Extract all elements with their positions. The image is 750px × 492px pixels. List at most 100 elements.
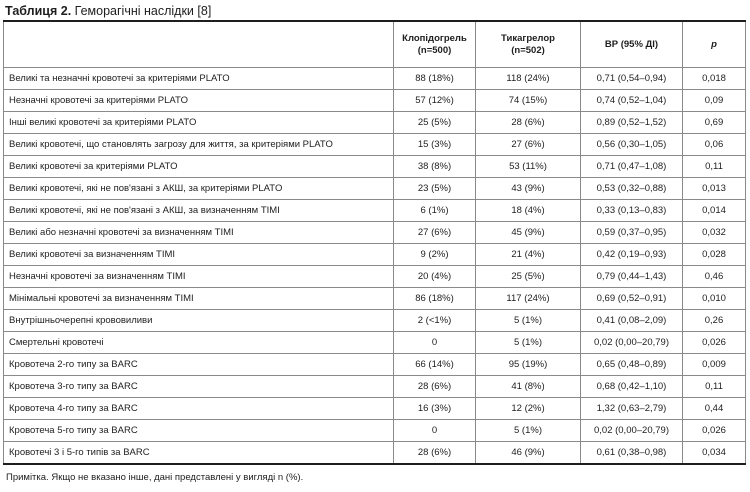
table-row: Кровотеча 4-го типу за BARC 16 (3%) 12 (2%… — [3, 397, 746, 420]
table-row: Великі або незначні кровотечі за визначе… — [3, 221, 746, 244]
cell-hazard-ratio: 0,56 (0,30–1,05) — [580, 133, 683, 156]
cell-clopidogrel: 15 (3%) — [393, 133, 476, 156]
table-row: Мінімальні кровотечі за визначенням TIMI… — [3, 287, 746, 310]
row-label: Кровотеча 3-го типу за BARC — [3, 375, 394, 398]
cell-clopidogrel: 16 (3%) — [393, 397, 476, 420]
cell-ticagrelor: 118 (24%) — [475, 67, 581, 90]
header-clopidogrel: Клопідогрель (n=500) — [393, 20, 476, 68]
table-row: Інші великі кровотечі за критеріями PLAT… — [3, 111, 746, 134]
header-p-value: p — [682, 20, 746, 68]
table-row: Кровотеча 5-го типу за BARC 0 5 (1%) 0,02 (… — [3, 419, 746, 442]
table-footnote: Примітка. Якщо не вказано інше, дані пре… — [6, 472, 304, 483]
cell-hazard-ratio: 0,41 (0,08–2,09) — [580, 309, 683, 332]
cell-hazard-ratio: 0,02 (0,00–20,79) — [580, 419, 683, 442]
cell-ticagrelor: 21 (4%) — [475, 243, 581, 266]
row-label: Великі кровотечі, що становлять загрозу … — [3, 133, 394, 156]
cell-hazard-ratio: 0,69 (0,52–0,91) — [580, 287, 683, 310]
cell-hazard-ratio: 0,79 (0,44–1,43) — [580, 265, 683, 288]
header-blank — [3, 20, 394, 68]
cell-clopidogrel: 9 (2%) — [393, 243, 476, 266]
cell-clopidogrel: 0 — [393, 419, 476, 442]
cell-hazard-ratio: 0,61 (0,38–0,98) — [580, 441, 683, 465]
cell-clopidogrel: 28 (6%) — [393, 375, 476, 398]
cell-clopidogrel: 2 (<1%) — [393, 309, 476, 332]
table-number: Таблиця 2. — [5, 4, 72, 18]
table-row: Внутрішньочерепні крововиливи 2 (<1%) 5 (1… — [3, 309, 746, 332]
cell-ticagrelor: 46 (9%) — [475, 441, 581, 465]
cell-hazard-ratio: 0,02 (0,00–20,79) — [580, 331, 683, 354]
cell-ticagrelor: 95 (19%) — [475, 353, 581, 376]
cell-ticagrelor: 74 (15%) — [475, 89, 581, 112]
cell-ticagrelor: 45 (9%) — [475, 221, 581, 244]
cell-p-value: 0,018 — [682, 67, 746, 90]
table-row: Великі кровотечі за критеріями PLATO 38 (… — [3, 155, 746, 178]
header-clopidogrel-n: (n=500) — [417, 44, 452, 56]
table-caption: Таблиця 2. Геморагічні наслідки [8] — [5, 3, 211, 19]
cell-p-value: 0,026 — [682, 419, 746, 442]
cell-clopidogrel: 25 (5%) — [393, 111, 476, 134]
cell-p-value: 0,09 — [682, 89, 746, 112]
cell-p-value: 0,26 — [682, 309, 746, 332]
cell-p-value: 0,010 — [682, 287, 746, 310]
cell-ticagrelor: 53 (11%) — [475, 155, 581, 178]
table-row: Кровотеча 3-го типу за BARC 28 (6%) 41 (8%… — [3, 375, 746, 398]
row-label: Кровотеча 2-го типу за BARC — [3, 353, 394, 376]
row-label: Мінімальні кровотечі за визначенням TIMI — [3, 287, 394, 310]
cell-ticagrelor: 43 (9%) — [475, 177, 581, 200]
row-label: Великі кровотечі, які не пов'язані з АКШ… — [3, 199, 394, 222]
table-row: Кровотечі 3 і 5-го типів за BARC 28 (6%) 4… — [3, 441, 746, 465]
table-row: Великі кровотечі, що становлять загрозу … — [3, 133, 746, 156]
cell-clopidogrel: 86 (18%) — [393, 287, 476, 310]
cell-p-value: 0,06 — [682, 133, 746, 156]
cell-ticagrelor: 5 (1%) — [475, 331, 581, 354]
cell-p-value: 0,026 — [682, 331, 746, 354]
cell-ticagrelor: 5 (1%) — [475, 419, 581, 442]
cell-p-value: 0,009 — [682, 353, 746, 376]
table-row: Великі кровотечі, які не пов'язані з АКШ… — [3, 199, 746, 222]
header-clopidogrel-name: Клопідогрель — [402, 32, 467, 44]
row-label: Кровотечі 3 і 5-го типів за BARC — [3, 441, 394, 465]
row-label: Великі кровотечі, які не пов'язані з АКШ… — [3, 177, 394, 200]
cell-hazard-ratio: 0,59 (0,37–0,95) — [580, 221, 683, 244]
cell-p-value: 0,028 — [682, 243, 746, 266]
row-label: Інші великі кровотечі за критеріями PLAT… — [3, 111, 394, 134]
cell-clopidogrel: 66 (14%) — [393, 353, 476, 376]
cell-hazard-ratio: 0,71 (0,47–1,08) — [580, 155, 683, 178]
table-row: Великі та незначні кровотечі за критерія… — [3, 67, 746, 90]
cell-ticagrelor: 18 (4%) — [475, 199, 581, 222]
row-label: Незначні кровотечі за визначенням TIMI — [3, 265, 394, 288]
header-ticagrelor: Тикагрелор (n=502) — [475, 20, 581, 68]
cell-ticagrelor: 5 (1%) — [475, 309, 581, 332]
cell-p-value: 0,11 — [682, 155, 746, 178]
cell-ticagrelor: 12 (2%) — [475, 397, 581, 420]
header-hazard-ratio: ВР (95% ДІ) — [580, 20, 683, 68]
cell-clopidogrel: 38 (8%) — [393, 155, 476, 178]
cell-clopidogrel: 27 (6%) — [393, 221, 476, 244]
cell-p-value: 0,11 — [682, 375, 746, 398]
cell-clopidogrel: 0 — [393, 331, 476, 354]
cell-clopidogrel: 88 (18%) — [393, 67, 476, 90]
cell-ticagrelor: 41 (8%) — [475, 375, 581, 398]
cell-p-value: 0,034 — [682, 441, 746, 465]
cell-hazard-ratio: 1,32 (0,63–2,79) — [580, 397, 683, 420]
cell-hazard-ratio: 0,65 (0,48–0,89) — [580, 353, 683, 376]
cell-clopidogrel: 20 (4%) — [393, 265, 476, 288]
table-row: Кровотеча 2-го типу за BARC 66 (14%) 95 (1… — [3, 353, 746, 376]
cell-clopidogrel: 23 (5%) — [393, 177, 476, 200]
table-row: Незначні кровотечі за визначенням TIMI 20… — [3, 265, 746, 288]
header-ticagrelor-name: Тикагрелор — [501, 32, 555, 44]
cell-hazard-ratio: 0,74 (0,52–1,04) — [580, 89, 683, 112]
cell-p-value: 0,013 — [682, 177, 746, 200]
header-ticagrelor-n: (n=502) — [511, 44, 545, 56]
table-row: Незначні кровотечі за критеріями PLATO 57… — [3, 89, 746, 112]
cell-ticagrelor: 27 (6%) — [475, 133, 581, 156]
table-row: Великі кровотечі за визначенням TIMI 9 (2… — [3, 243, 746, 266]
cell-hazard-ratio: 0,89 (0,52–1,52) — [580, 111, 683, 134]
row-label: Незначні кровотечі за критеріями PLATO — [3, 89, 394, 112]
cell-hazard-ratio: 0,33 (0,13–0,83) — [580, 199, 683, 222]
cell-ticagrelor: 25 (5%) — [475, 265, 581, 288]
cell-p-value: 0,014 — [682, 199, 746, 222]
row-label: Кровотеча 4-го типу за BARC — [3, 397, 394, 420]
cell-p-value: 0,032 — [682, 221, 746, 244]
